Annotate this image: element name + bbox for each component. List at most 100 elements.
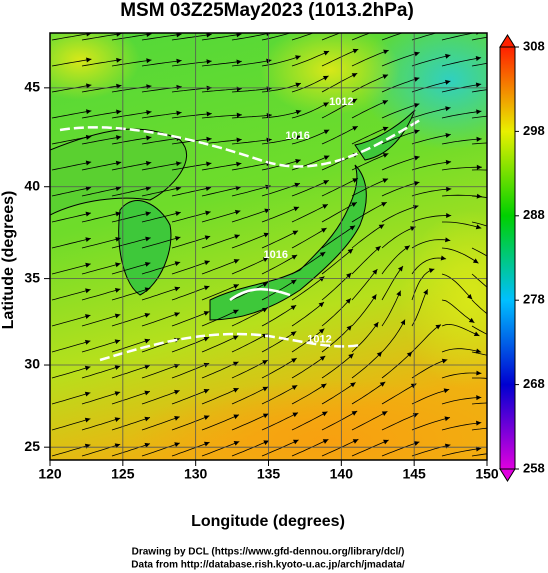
streamline-arrow xyxy=(262,413,269,419)
streamline xyxy=(111,417,151,431)
streamline-arrow xyxy=(321,411,328,417)
streamline-arrow xyxy=(445,159,452,165)
streamline-arrow xyxy=(144,338,150,344)
streamline-arrow xyxy=(205,210,211,216)
colorbar-tick-label: 278 xyxy=(523,292,545,307)
streamline xyxy=(171,60,212,67)
streamline xyxy=(381,156,420,171)
streamline-arrow xyxy=(476,193,482,199)
streamline xyxy=(471,325,487,335)
streamline xyxy=(321,298,352,327)
streamline xyxy=(171,87,212,93)
streamline xyxy=(471,402,487,405)
streamline-arrow xyxy=(406,351,413,358)
streamline-arrow xyxy=(466,293,473,300)
streamline-arrow xyxy=(291,385,298,390)
streamline-arrow xyxy=(400,319,406,326)
streamline-arrow xyxy=(290,279,297,285)
streamline xyxy=(351,126,389,145)
streamline xyxy=(141,236,181,249)
streamline xyxy=(231,87,272,93)
streamline-arrow xyxy=(174,416,180,421)
streamline-arrow xyxy=(115,186,122,192)
streamline xyxy=(441,397,482,405)
streamline-arrow xyxy=(378,224,385,230)
streamline-arrow xyxy=(144,442,151,448)
streamline-arrow xyxy=(375,246,381,252)
streamline xyxy=(141,60,182,67)
streamline-arrow xyxy=(176,84,182,90)
streamline-arrow xyxy=(114,339,121,345)
streamline-arrow xyxy=(236,59,242,65)
streamline xyxy=(291,251,326,275)
streamline xyxy=(471,453,487,457)
streamline xyxy=(201,139,242,145)
streamline xyxy=(321,248,354,275)
streamline xyxy=(351,153,389,171)
streamline xyxy=(141,364,180,379)
streamline xyxy=(441,57,482,67)
streamline-arrow xyxy=(372,269,378,275)
streamline-arrow xyxy=(347,248,354,254)
streamline xyxy=(381,265,404,301)
streamline xyxy=(291,155,330,171)
streamline-arrow xyxy=(174,312,180,317)
streamline xyxy=(411,359,448,379)
streamline-arrow xyxy=(146,109,152,115)
streamline-arrow xyxy=(85,314,91,319)
streamline xyxy=(351,411,388,431)
streamline-arrow xyxy=(236,137,242,143)
streamline-arrow xyxy=(262,257,269,262)
streamline xyxy=(381,245,411,275)
streamline xyxy=(231,333,268,353)
streamline xyxy=(81,263,121,275)
streamline-arrow xyxy=(146,58,152,64)
streamline xyxy=(291,129,330,145)
streamline-arrow xyxy=(352,126,358,131)
streamline xyxy=(471,169,487,171)
streamline-arrow xyxy=(174,389,180,395)
streamline xyxy=(291,227,327,249)
streamline xyxy=(441,247,479,264)
colorbar-tick-label: 308 xyxy=(523,38,545,53)
streamline xyxy=(471,36,487,41)
streamline-arrow xyxy=(384,25,390,30)
streamline xyxy=(411,257,447,275)
streamline-arrow xyxy=(373,322,379,328)
streamline-arrow xyxy=(381,202,387,207)
streamline-arrow xyxy=(445,79,451,85)
streamline xyxy=(321,202,358,223)
streamline xyxy=(351,100,389,119)
streamline-arrow xyxy=(266,113,272,118)
streamline xyxy=(291,411,328,431)
streamline-arrow xyxy=(203,441,210,447)
streamline-arrow xyxy=(293,206,300,212)
streamline xyxy=(291,301,325,327)
streamline xyxy=(442,221,482,229)
streamline xyxy=(141,442,180,457)
streamline-arrow xyxy=(319,355,326,361)
map-area: 1012 1016 1012 1016 xyxy=(50,25,487,460)
streamline-arrow xyxy=(323,102,329,108)
y-tick-label: 30 xyxy=(24,356,40,372)
streamline xyxy=(381,181,420,197)
streamline-arrow xyxy=(475,446,482,452)
streamline xyxy=(291,276,325,301)
streamline xyxy=(411,289,429,327)
streamline xyxy=(411,80,451,93)
streamline xyxy=(291,203,329,223)
streamline-arrow xyxy=(295,109,302,115)
streamline-arrow xyxy=(291,358,297,363)
streamline-arrow xyxy=(85,211,91,217)
streamline xyxy=(351,381,386,405)
streamline xyxy=(471,427,487,431)
warm-region xyxy=(50,33,140,100)
streamline-arrow xyxy=(86,57,92,63)
streamline xyxy=(411,188,452,197)
streamline-arrow xyxy=(115,211,121,217)
streamline xyxy=(141,416,180,431)
y-tick-label: 35 xyxy=(24,269,40,285)
isobar xyxy=(59,118,421,168)
streamline xyxy=(81,365,121,379)
